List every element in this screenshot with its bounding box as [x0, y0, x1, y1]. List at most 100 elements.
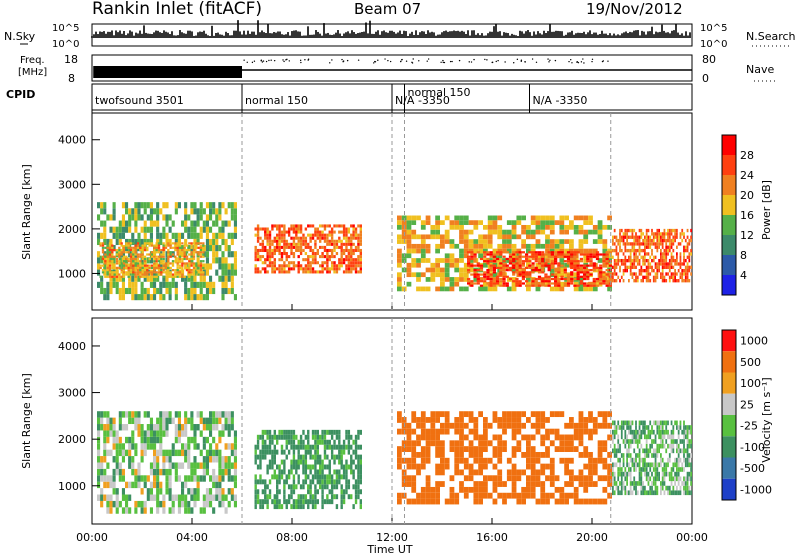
heatmap-cell: [535, 224, 541, 230]
heatmap-cell: [184, 220, 188, 227]
heatmap-cell: [323, 224, 327, 228]
heatmap-cell: [268, 464, 272, 470]
heatmap-cell: [342, 449, 346, 455]
heatmap-cell: [136, 260, 140, 263]
heatmap-cell: [521, 411, 526, 418]
heatmap-cell: [160, 255, 163, 258]
heatmap-cell: [120, 242, 123, 245]
heatmap-cell: [605, 262, 609, 265]
heatmap-cell: [615, 453, 618, 458]
heatmap-cell: [256, 258, 260, 262]
heatmap-cell: [492, 266, 496, 269]
heatmap-cell: [209, 214, 213, 221]
heatmap-cell: [554, 277, 558, 281]
heatmap-cell: [149, 436, 153, 444]
heatmap-cell: [435, 446, 440, 452]
heatmap-cell: [230, 449, 234, 457]
heatmap-cell: [406, 428, 412, 435]
heatmap-cell: [224, 443, 228, 450]
heatmap-cell: [118, 436, 122, 444]
heatmap-cell: [354, 454, 358, 460]
heatmap-cell: [221, 468, 225, 476]
heatmap-cell: [670, 420, 673, 426]
heatmap-cell: [326, 264, 329, 268]
heatmap-cell: [459, 215, 464, 221]
heatmap-cell: [541, 271, 545, 274]
heatmap-cell: [212, 449, 216, 457]
heatmap-cell: [171, 494, 175, 501]
heatmap-cell: [564, 215, 569, 221]
heatmap-cell: [573, 281, 579, 287]
heatmap-cell: [635, 252, 637, 256]
heatmap-cell: [276, 267, 279, 271]
heatmap-cell: [218, 462, 222, 469]
heatmap-cell: [549, 229, 555, 235]
heatmap-cell: [140, 202, 144, 209]
heatmap-cell: [397, 272, 402, 278]
heatmap-cell: [505, 282, 509, 285]
heatmap-cell: [570, 255, 574, 258]
heatmap-cell: [302, 499, 305, 505]
heatmap-cell: [137, 475, 141, 482]
heatmap-cell: [406, 272, 412, 278]
heatmap-cell: [350, 267, 353, 271]
heatmap-cell: [476, 280, 480, 283]
heatmap-cell: [162, 257, 165, 261]
heatmap-cell: [314, 255, 317, 259]
heatmap-cell: [540, 486, 546, 493]
heatmap-cell: [660, 490, 662, 496]
heatmap-cell: [121, 443, 125, 450]
heatmap-cell: [140, 500, 144, 508]
heatmap-cell: [259, 255, 262, 259]
heatmap-cell: [566, 284, 571, 287]
heatmap-cell: [150, 264, 154, 267]
heatmap-cell: [473, 446, 479, 452]
heatmap-cell: [187, 449, 191, 457]
heatmap-cell: [345, 479, 348, 485]
heatmap-cell: [599, 253, 603, 256]
heatmap-cell: [227, 462, 231, 469]
heatmap-cell: [221, 488, 225, 495]
heatmap-cell: [168, 281, 172, 288]
heatmap-cell: [118, 468, 122, 476]
heatmap-cell: [476, 262, 480, 265]
heatmap-cell: [108, 255, 112, 258]
heatmap-cell: [122, 246, 126, 249]
heatmap-cell: [146, 214, 150, 221]
heatmap-cell: [278, 248, 281, 253]
heatmap-cell: [535, 253, 541, 259]
heatmap-cell: [205, 424, 209, 431]
heatmap-cell: [330, 242, 334, 246]
heatmap-cell: [592, 498, 598, 505]
heatmap-cell: [665, 258, 668, 263]
heatmap-cell: [328, 444, 331, 450]
heatmap-cell: [665, 467, 668, 472]
heatmap-cell: [159, 417, 163, 425]
heatmap-cell: [613, 481, 616, 486]
heatmap-cell: [162, 507, 166, 514]
heatmap-cell: [636, 275, 639, 280]
heatmap-cell: [516, 234, 522, 240]
heatmap-cell: [612, 238, 614, 243]
heatmap-cell: [205, 436, 209, 444]
heatmap-cell: [314, 454, 317, 460]
heatmap-cell: [184, 430, 188, 437]
heatmap-cell: [181, 500, 185, 508]
heatmap-cell: [486, 257, 490, 261]
heatmap-cell: [645, 471, 648, 477]
heatmap-cell: [153, 287, 157, 295]
heatmap-cell: [333, 255, 336, 259]
heatmap-cell: [654, 448, 657, 454]
heatmap-cell: [573, 422, 579, 429]
heatmap-cell: [192, 264, 196, 267]
heatmap-cell: [230, 494, 234, 501]
heatmap-cell: [190, 275, 193, 278]
heatmap-cell: [181, 275, 185, 282]
heatmap-cell: [292, 439, 296, 445]
heatmap-cell: [444, 267, 450, 273]
heatmap-cell: [162, 251, 165, 254]
heatmap-cell: [667, 238, 669, 243]
heatmap-cell: [615, 485, 618, 491]
heatmap-cell: [146, 253, 149, 256]
heatmap-cell: [350, 255, 353, 259]
